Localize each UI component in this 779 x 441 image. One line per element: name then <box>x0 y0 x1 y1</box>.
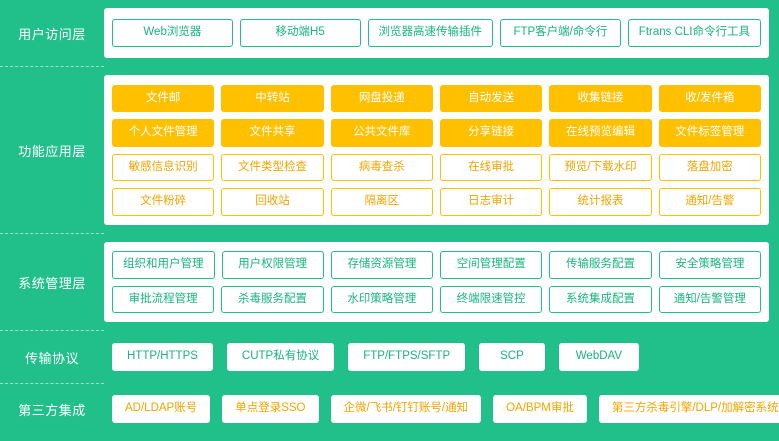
chip-online-approval[interactable]: 在线审批 <box>439 153 543 181</box>
chip-preview-download-watermark[interactable]: 预览/下载水印 <box>549 153 652 181</box>
chip-space-mgmt-config[interactable]: 空间管理配置 <box>440 251 543 279</box>
chip-file-mail[interactable]: 文件邮 <box>112 84 215 112</box>
layer-row-transfer-protocol: 传输协议 HTTP/HTTPS CUTP私有协议 FTP/FTPS/SFTP S… <box>0 331 779 383</box>
chip-antivirus-service-config[interactable]: 杀毒服务配置 <box>221 285 324 313</box>
chip-share-link[interactable]: 分享链接 <box>439 119 543 147</box>
chip-file-type-check[interactable]: 文件类型检查 <box>221 153 324 181</box>
chip-ftrans-cli[interactable]: Ftrans CLI命令行工具 <box>627 19 761 47</box>
chip-group: 个人文件管理 文件共享 公共文件库 分享链接 在线预览编辑 文件标签管理 <box>112 119 761 147</box>
layer-panel-system-mgmt: 组织和用户管理 用户权限管理 存储资源管理 空间管理配置 传输服务配置 安全策略… <box>104 242 769 322</box>
chip-file-share[interactable]: 文件共享 <box>221 119 324 147</box>
layer-row-system-mgmt: 系统管理层 组织和用户管理 用户权限管理 存储资源管理 空间管理配置 传输服务配… <box>0 234 779 330</box>
chip-security-policy-mgmt[interactable]: 安全策略管理 <box>658 251 761 279</box>
chip-file-tag-mgmt[interactable]: 文件标签管理 <box>658 119 761 147</box>
chip-log-audit[interactable]: 日志审计 <box>439 188 543 216</box>
chip-auto-send[interactable]: 自动发送 <box>439 84 543 112</box>
chip-personal-file-mgmt[interactable]: 个人文件管理 <box>112 119 215 147</box>
chip-group: HTTP/HTTPS CUTP私有协议 FTP/FTPS/SFTP SCP We… <box>112 343 761 371</box>
chip-ad-ldap-account[interactable]: AD/LDAP账号 <box>112 395 211 423</box>
chip-notify-alert-mgmt[interactable]: 通知/告警管理 <box>658 285 761 313</box>
chip-group: Web浏览器 移动端H5 浏览器高速传输插件 FTP客户端/命令行 Ftrans… <box>112 19 761 47</box>
chip-online-preview-edit[interactable]: 在线预览编辑 <box>549 119 652 147</box>
layer-row-user-access: 用户访问层 Web浏览器 移动端H5 浏览器高速传输插件 FTP客户端/命令行 … <box>0 0 779 66</box>
chip-public-file-library[interactable]: 公共文件库 <box>330 119 433 147</box>
chip-storage-resource-mgmt[interactable]: 存储资源管理 <box>330 251 434 279</box>
chip-ftp-ftps-sftp[interactable]: FTP/FTPS/SFTP <box>348 343 466 371</box>
layer-label-function-app: 功能应用层 <box>18 143 86 159</box>
row-divider <box>0 330 779 331</box>
chip-group: 审批流程管理 杀毒服务配置 水印策略管理 终端限速管控 系统集成配置 通知/告警… <box>112 285 761 313</box>
chip-statistics-report[interactable]: 统计报表 <box>549 188 652 216</box>
chip-collect-link[interactable]: 收集链接 <box>549 84 652 112</box>
chip-system-integration-config[interactable]: 系统集成配置 <box>549 285 652 313</box>
chip-approval-flow-mgmt[interactable]: 审批流程管理 <box>112 285 215 313</box>
chip-org-user-mgmt[interactable]: 组织和用户管理 <box>112 251 215 279</box>
chip-ftp-client-cli[interactable]: FTP客户端/命令行 <box>500 19 621 47</box>
row-divider <box>0 66 779 67</box>
chip-watermark-policy-mgmt[interactable]: 水印策略管理 <box>330 285 433 313</box>
layer-panel-thirdparty-integration: AD/LDAP账号 单点登录SSO 企微/飞书/钉钉账号/通知 OA/BPM审批… <box>104 384 779 434</box>
chip-group: 文件粉碎 回收站 隔离区 日志审计 统计报表 通知/告警 <box>112 188 761 216</box>
chip-mobile-h5[interactable]: 移动端H5 <box>239 19 361 47</box>
chip-im-account-notify[interactable]: 企微/飞书/钉钉账号/通知 <box>330 395 482 423</box>
chip-endpoint-ratelimit-control[interactable]: 终端限速管控 <box>439 285 543 313</box>
chip-netdisk-delivery[interactable]: 网盘投递 <box>330 84 433 112</box>
chip-webdav[interactable]: WebDAV <box>558 343 640 371</box>
layer-panel-user-access: Web浏览器 移动端H5 浏览器高速传输插件 FTP客户端/命令行 Ftrans… <box>104 8 769 58</box>
layer-row-thirdparty-integration: 第三方集成 AD/LDAP账号 单点登录SSO 企微/飞书/钉钉账号/通知 OA… <box>0 384 779 434</box>
chip-group: AD/LDAP账号 单点登录SSO 企微/飞书/钉钉账号/通知 OA/BPM审批… <box>112 395 779 423</box>
row-divider <box>0 233 779 234</box>
chip-disk-encryption[interactable]: 落盘加密 <box>658 153 761 181</box>
layer-label-user-access: 用户访问层 <box>18 26 86 42</box>
layer-panel-transfer-protocol: HTTP/HTTPS CUTP私有协议 FTP/FTPS/SFTP SCP We… <box>104 331 779 383</box>
chip-sensitive-info-detect[interactable]: 敏感信息识别 <box>112 153 215 181</box>
chip-thirdparty-av-dlp-crypto[interactable]: 第三方杀毒引擎/DLP/加解密系统 <box>598 395 779 423</box>
chip-notify-alert[interactable]: 通知/告警 <box>658 188 761 216</box>
chip-transfer-service-config[interactable]: 传输服务配置 <box>549 251 652 279</box>
chip-sso[interactable]: 单点登录SSO <box>222 395 319 423</box>
chip-scp[interactable]: SCP <box>479 343 545 371</box>
chip-inbox-outbox[interactable]: 收/发件箱 <box>658 84 761 112</box>
layer-label-transfer-protocol: 传输协议 <box>24 350 79 366</box>
chip-group: 敏感信息识别 文件类型检查 病毒查杀 在线审批 预览/下载水印 落盘加密 <box>112 153 761 181</box>
layer-panel-function-app: 文件邮 中转站 网盘投递 自动发送 收集链接 收/发件箱 个人文件管理 文件共享… <box>104 75 769 225</box>
layer-label-thirdparty-integration: 第三方集成 <box>18 402 86 418</box>
chip-quarantine-zone[interactable]: 隔离区 <box>330 188 433 216</box>
chip-user-permission-mgmt[interactable]: 用户权限管理 <box>221 251 324 279</box>
chip-virus-scan[interactable]: 病毒查杀 <box>330 153 433 181</box>
chip-group: 组织和用户管理 用户权限管理 存储资源管理 空间管理配置 传输服务配置 安全策略… <box>112 251 761 279</box>
chip-group: 文件邮 中转站 网盘投递 自动发送 收集链接 收/发件箱 <box>112 84 761 112</box>
chip-browser-accel-plugin[interactable]: 浏览器高速传输插件 <box>367 19 494 47</box>
layer-label-system-mgmt: 系统管理层 <box>18 275 86 291</box>
row-divider <box>0 383 779 384</box>
chip-file-shredding[interactable]: 文件粉碎 <box>112 188 215 216</box>
chip-http-https[interactable]: HTTP/HTTPS <box>112 343 213 371</box>
layer-row-function-app: 功能应用层 文件邮 中转站 网盘投递 自动发送 收集链接 收/发件箱 个人文件管… <box>0 67 779 233</box>
chip-cutp-private-protocol[interactable]: CUTP私有协议 <box>226 343 335 371</box>
chip-transfer-station[interactable]: 中转站 <box>221 84 324 112</box>
chip-oa-bpm-approval[interactable]: OA/BPM审批 <box>493 395 587 423</box>
chip-web-browser[interactable]: Web浏览器 <box>112 19 233 47</box>
chip-recycle-bin[interactable]: 回收站 <box>221 188 324 216</box>
